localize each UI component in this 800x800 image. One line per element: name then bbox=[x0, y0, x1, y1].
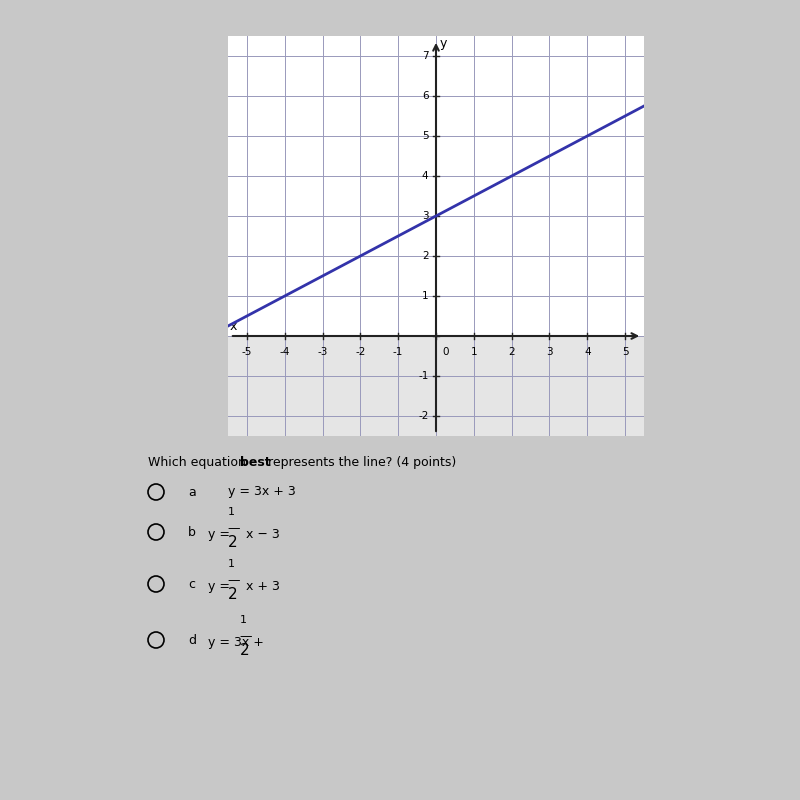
Text: -5: -5 bbox=[242, 347, 252, 357]
Text: -3: -3 bbox=[318, 347, 328, 357]
Text: -2: -2 bbox=[418, 411, 429, 421]
Text: —: — bbox=[239, 630, 252, 643]
Text: a: a bbox=[188, 486, 196, 498]
Text: 2: 2 bbox=[228, 587, 238, 602]
Text: c: c bbox=[188, 578, 195, 590]
Text: 1: 1 bbox=[228, 559, 235, 569]
Text: —: — bbox=[227, 574, 240, 587]
Text: -1: -1 bbox=[418, 371, 429, 381]
Text: 2: 2 bbox=[508, 347, 515, 357]
Text: -2: -2 bbox=[355, 347, 366, 357]
Text: 7: 7 bbox=[422, 51, 429, 61]
Text: 4: 4 bbox=[422, 171, 429, 181]
Text: Which equation: Which equation bbox=[148, 456, 250, 469]
Text: -4: -4 bbox=[279, 347, 290, 357]
Text: 3: 3 bbox=[422, 211, 429, 221]
Bar bbox=[228, 336, 644, 436]
Text: -1: -1 bbox=[393, 347, 403, 357]
Text: 1: 1 bbox=[470, 347, 477, 357]
Text: 5: 5 bbox=[422, 131, 429, 141]
Text: d: d bbox=[188, 634, 196, 646]
Text: 2: 2 bbox=[422, 251, 429, 261]
Text: b: b bbox=[188, 526, 196, 538]
Text: y = 3x +: y = 3x + bbox=[208, 636, 264, 649]
Text: 4: 4 bbox=[584, 347, 590, 357]
Text: y = 3x + 3: y = 3x + 3 bbox=[228, 486, 296, 498]
Text: x − 3: x − 3 bbox=[246, 528, 279, 541]
Text: 2: 2 bbox=[240, 643, 250, 658]
Text: x: x bbox=[230, 319, 238, 333]
Text: 1: 1 bbox=[422, 291, 429, 301]
Text: best: best bbox=[240, 456, 270, 469]
Text: y =: y = bbox=[208, 580, 230, 593]
Text: 1: 1 bbox=[240, 615, 247, 625]
Text: 2: 2 bbox=[228, 535, 238, 550]
Text: 1: 1 bbox=[228, 507, 235, 517]
Text: y =: y = bbox=[208, 528, 230, 541]
Text: 0: 0 bbox=[443, 347, 450, 357]
Text: 6: 6 bbox=[422, 91, 429, 101]
Text: —: — bbox=[227, 522, 240, 535]
Text: y: y bbox=[440, 38, 447, 50]
Text: 5: 5 bbox=[622, 347, 629, 357]
Text: x + 3: x + 3 bbox=[246, 580, 279, 593]
Text: 3: 3 bbox=[546, 347, 553, 357]
Text: represents the line? (4 points): represents the line? (4 points) bbox=[264, 456, 456, 469]
